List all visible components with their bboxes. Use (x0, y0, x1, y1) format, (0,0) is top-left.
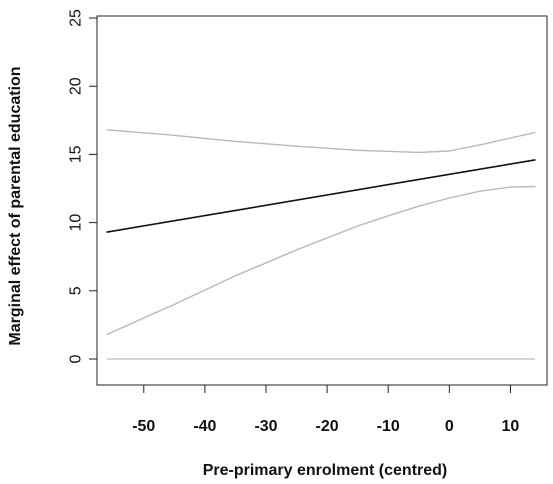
y-tick-label: 10 (68, 214, 85, 232)
lower-bound-line (106, 185, 536, 336)
x-tick-label: -50 (132, 418, 155, 435)
y-tick-label: 20 (68, 77, 85, 95)
plot-frame (96, 15, 548, 386)
y-axis-title: Marginal effect of parental education (7, 66, 24, 345)
x-tick-label: -20 (316, 418, 339, 435)
upper-bound-line (106, 129, 536, 154)
series-layer (106, 129, 536, 360)
y-tick-label: 25 (68, 9, 85, 27)
estimate-line (106, 159, 536, 233)
y-tick-label: 0 (68, 354, 85, 363)
x-tick-label: 10 (502, 418, 520, 435)
y-tick-label: 15 (68, 145, 85, 163)
x-axis-ticks: -50 -40 -30 -20 -10 0 10 (132, 385, 519, 435)
x-axis-title: Pre-primary enrolment (centred) (203, 462, 448, 479)
x-tick-label: -30 (254, 418, 277, 435)
x-tick-label: -40 (193, 418, 216, 435)
x-tick-label: -10 (377, 418, 400, 435)
y-tick-label: 5 (68, 286, 85, 295)
y-axis-ticks: 0 5 10 15 20 25 (68, 9, 97, 363)
x-tick-label: 0 (445, 418, 454, 435)
